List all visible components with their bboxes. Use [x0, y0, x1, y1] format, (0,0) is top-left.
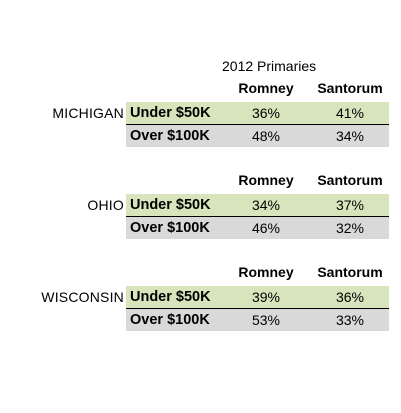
table-row-over-100k: Over $100K 48% 34% — [126, 125, 389, 147]
state-label: OHIO — [87, 197, 124, 213]
row-label: Over $100K — [130, 128, 210, 144]
value-santorum: 36% — [335, 289, 365, 305]
column-header-santorum: Santorum — [317, 264, 383, 280]
value-santorum: 37% — [335, 197, 365, 213]
value-santorum: 33% — [335, 312, 365, 328]
chart-title: 2012 Primaries — [222, 58, 317, 74]
table-row-under-50k: Under $50K 34% 37% — [126, 194, 389, 217]
column-header-romney: Romney — [238, 80, 294, 96]
state-label: MICHIGAN — [52, 105, 124, 121]
value-romney: 46% — [251, 220, 281, 236]
row-label: Under $50K — [130, 197, 211, 213]
column-header-romney: Romney — [238, 264, 294, 280]
table-row-over-100k: Over $100K 46% 32% — [126, 217, 389, 239]
table-row-over-100k: Over $100K 53% 33% — [126, 309, 389, 331]
value-romney: 36% — [251, 105, 281, 121]
table-row-under-50k: Under $50K 36% 41% — [126, 102, 389, 125]
state-block-wisconsin: Romney Santorum WISCONSIN Under $50K 39%… — [0, 264, 401, 340]
row-label: Over $100K — [130, 312, 210, 328]
row-label: Over $100K — [130, 220, 210, 236]
value-romney: 39% — [251, 289, 281, 305]
table-row-under-50k: Under $50K 39% 36% — [126, 286, 389, 309]
value-santorum: 41% — [335, 105, 365, 121]
column-header-santorum: Santorum — [317, 80, 383, 96]
value-santorum: 32% — [335, 220, 365, 236]
state-block-ohio: Romney Santorum OHIO Under $50K 34% 37% … — [0, 172, 401, 248]
value-romney: 53% — [251, 312, 281, 328]
value-romney: 48% — [251, 128, 281, 144]
value-santorum: 34% — [335, 128, 365, 144]
row-label: Under $50K — [130, 289, 211, 305]
column-header-santorum: Santorum — [317, 172, 383, 188]
value-romney: 34% — [251, 197, 281, 213]
state-label: WISCONSIN — [41, 289, 124, 305]
state-block-michigan: Romney Santorum MICHIGAN Under $50K 36% … — [0, 80, 401, 156]
column-header-romney: Romney — [238, 172, 294, 188]
row-label: Under $50K — [130, 105, 211, 121]
